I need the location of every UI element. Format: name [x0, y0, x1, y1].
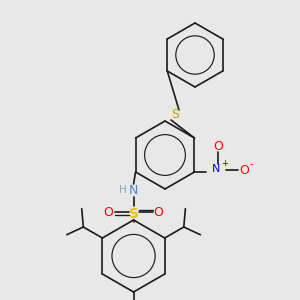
Text: -: - — [250, 159, 253, 169]
Text: O: O — [103, 206, 113, 218]
Text: O: O — [154, 206, 164, 218]
Text: O: O — [214, 140, 224, 152]
Text: N: N — [212, 164, 220, 174]
Text: S: S — [171, 109, 179, 122]
Text: H: H — [119, 185, 126, 195]
Text: N: N — [129, 184, 138, 196]
Text: O: O — [239, 164, 249, 176]
Text: +: + — [221, 160, 228, 169]
Text: S: S — [129, 207, 139, 221]
